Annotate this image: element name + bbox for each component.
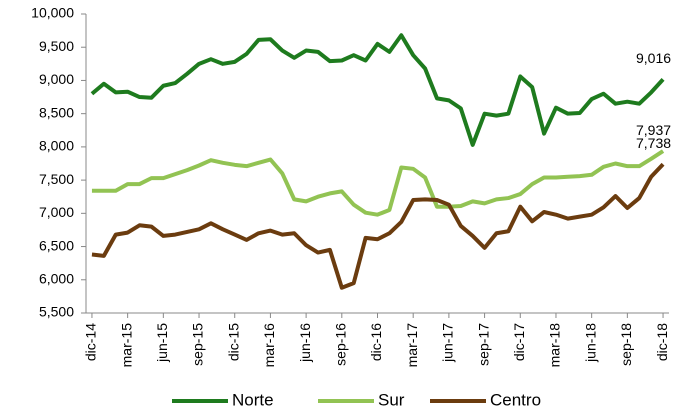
x-tick-label: mar-15: [118, 323, 134, 368]
y-tick-label: 6,500: [39, 237, 74, 253]
legend-label: Sur: [378, 390, 405, 409]
y-tick-label: 9,500: [39, 38, 74, 54]
y-tick-label: 7,000: [39, 204, 74, 220]
y-tick-label: 7,500: [39, 171, 74, 187]
y-tick-label: 6,000: [39, 270, 74, 286]
legend-label: Centro: [490, 390, 541, 409]
x-tick-label: sep-18: [618, 323, 634, 366]
x-tick-label: mar-16: [261, 323, 277, 368]
x-tick-label: mar-17: [404, 323, 420, 368]
x-tick-label: sep-15: [190, 323, 206, 366]
y-tick-label: 9,000: [39, 71, 74, 87]
x-tick-label: dic-16: [368, 323, 384, 361]
data-label: 7,738: [636, 135, 671, 151]
x-tick-label: sep-16: [333, 323, 349, 366]
x-tick-label: sep-17: [475, 323, 491, 366]
series-line: [91, 149, 665, 217]
x-tick-label: mar-18: [547, 323, 563, 368]
x-tick-label: jun-15: [154, 323, 170, 363]
y-tick-label: 8,500: [39, 104, 74, 120]
y-tick-label: 8,000: [39, 138, 74, 154]
y-tick-label: 10,000: [31, 5, 74, 21]
x-tick-label: jun-17: [440, 323, 456, 363]
x-tick-label: dic-15: [225, 323, 241, 361]
legend-label: Norte: [232, 390, 274, 409]
x-tick-label: dic-17: [511, 323, 527, 361]
x-tick-label: jun-16: [297, 323, 313, 363]
y-tick-label: 5,500: [39, 304, 74, 320]
x-tick-label: jun-18: [582, 323, 598, 363]
series-line: [90, 33, 665, 147]
series-line: [91, 162, 665, 290]
x-tick-label: dic-18: [654, 323, 670, 361]
data-label: 7,937: [636, 122, 671, 138]
x-tick-label: dic-14: [83, 323, 99, 361]
data-label: 9,016: [636, 50, 671, 66]
